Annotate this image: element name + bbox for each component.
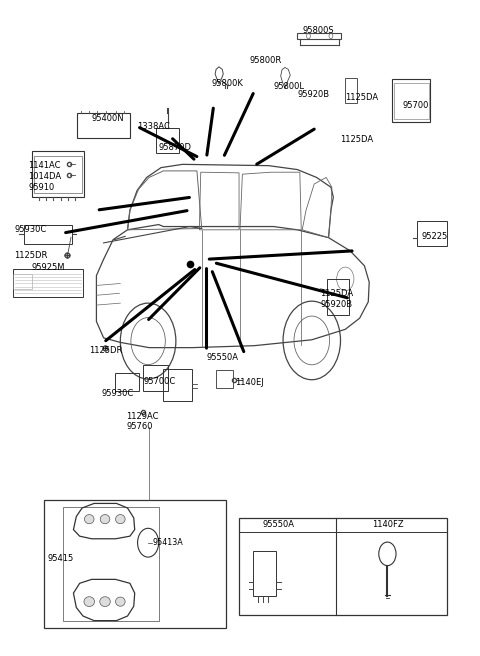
Text: 95920B: 95920B xyxy=(321,300,352,309)
Bar xyxy=(12,274,32,289)
Text: 95800K: 95800K xyxy=(211,79,243,88)
Bar xyxy=(253,550,276,596)
Text: 95925M: 95925M xyxy=(32,263,65,272)
Bar xyxy=(24,224,72,244)
Text: 1125DA: 1125DA xyxy=(340,135,373,144)
Text: 1125DR: 1125DR xyxy=(14,251,48,260)
Text: 95930C: 95930C xyxy=(14,225,47,234)
Text: 1125DR: 1125DR xyxy=(89,346,122,356)
Ellipse shape xyxy=(100,514,110,523)
Text: 95415: 95415 xyxy=(48,554,74,563)
Ellipse shape xyxy=(116,514,125,523)
Text: 95700: 95700 xyxy=(403,101,429,110)
Text: 1141AC: 1141AC xyxy=(28,161,61,170)
Bar xyxy=(144,365,168,391)
Bar xyxy=(44,500,226,628)
Text: 95550A: 95550A xyxy=(206,353,239,362)
Text: 95700C: 95700C xyxy=(144,377,176,386)
Bar xyxy=(163,369,192,401)
Bar xyxy=(115,373,139,391)
Text: 95413A: 95413A xyxy=(153,538,184,547)
Bar xyxy=(34,157,82,193)
Bar xyxy=(156,128,179,153)
Text: 95550A: 95550A xyxy=(262,520,294,529)
Text: 1014DA: 1014DA xyxy=(28,172,61,180)
Text: 1140FZ: 1140FZ xyxy=(372,520,403,529)
Text: 95760: 95760 xyxy=(126,422,153,432)
Text: 1140EJ: 1140EJ xyxy=(235,379,264,388)
Bar xyxy=(12,269,84,297)
Bar xyxy=(63,506,158,621)
Ellipse shape xyxy=(84,597,95,607)
Text: 95225: 95225 xyxy=(422,232,448,241)
Bar xyxy=(216,370,233,388)
Ellipse shape xyxy=(84,514,94,523)
Text: 1338AC: 1338AC xyxy=(137,122,170,131)
Text: 1129AC: 1129AC xyxy=(126,412,158,421)
Text: 95910: 95910 xyxy=(28,184,55,192)
Text: 95800R: 95800R xyxy=(250,56,282,66)
Text: 95800L: 95800L xyxy=(274,82,304,91)
Bar xyxy=(394,83,429,119)
Text: 95800S: 95800S xyxy=(302,26,334,35)
Text: 95930C: 95930C xyxy=(101,389,133,398)
Bar xyxy=(77,113,130,138)
Text: 95920B: 95920B xyxy=(298,91,330,100)
Text: 1125DA: 1125DA xyxy=(345,93,378,102)
Ellipse shape xyxy=(100,597,110,607)
Bar xyxy=(239,518,447,615)
Bar xyxy=(345,78,357,103)
Bar xyxy=(392,79,431,122)
Ellipse shape xyxy=(116,597,125,606)
Bar xyxy=(327,279,348,315)
Text: 95870D: 95870D xyxy=(158,143,192,152)
Bar xyxy=(32,152,84,197)
Bar xyxy=(417,221,447,246)
Text: 95400N: 95400N xyxy=(92,114,124,123)
Text: 1125DA: 1125DA xyxy=(321,289,354,298)
